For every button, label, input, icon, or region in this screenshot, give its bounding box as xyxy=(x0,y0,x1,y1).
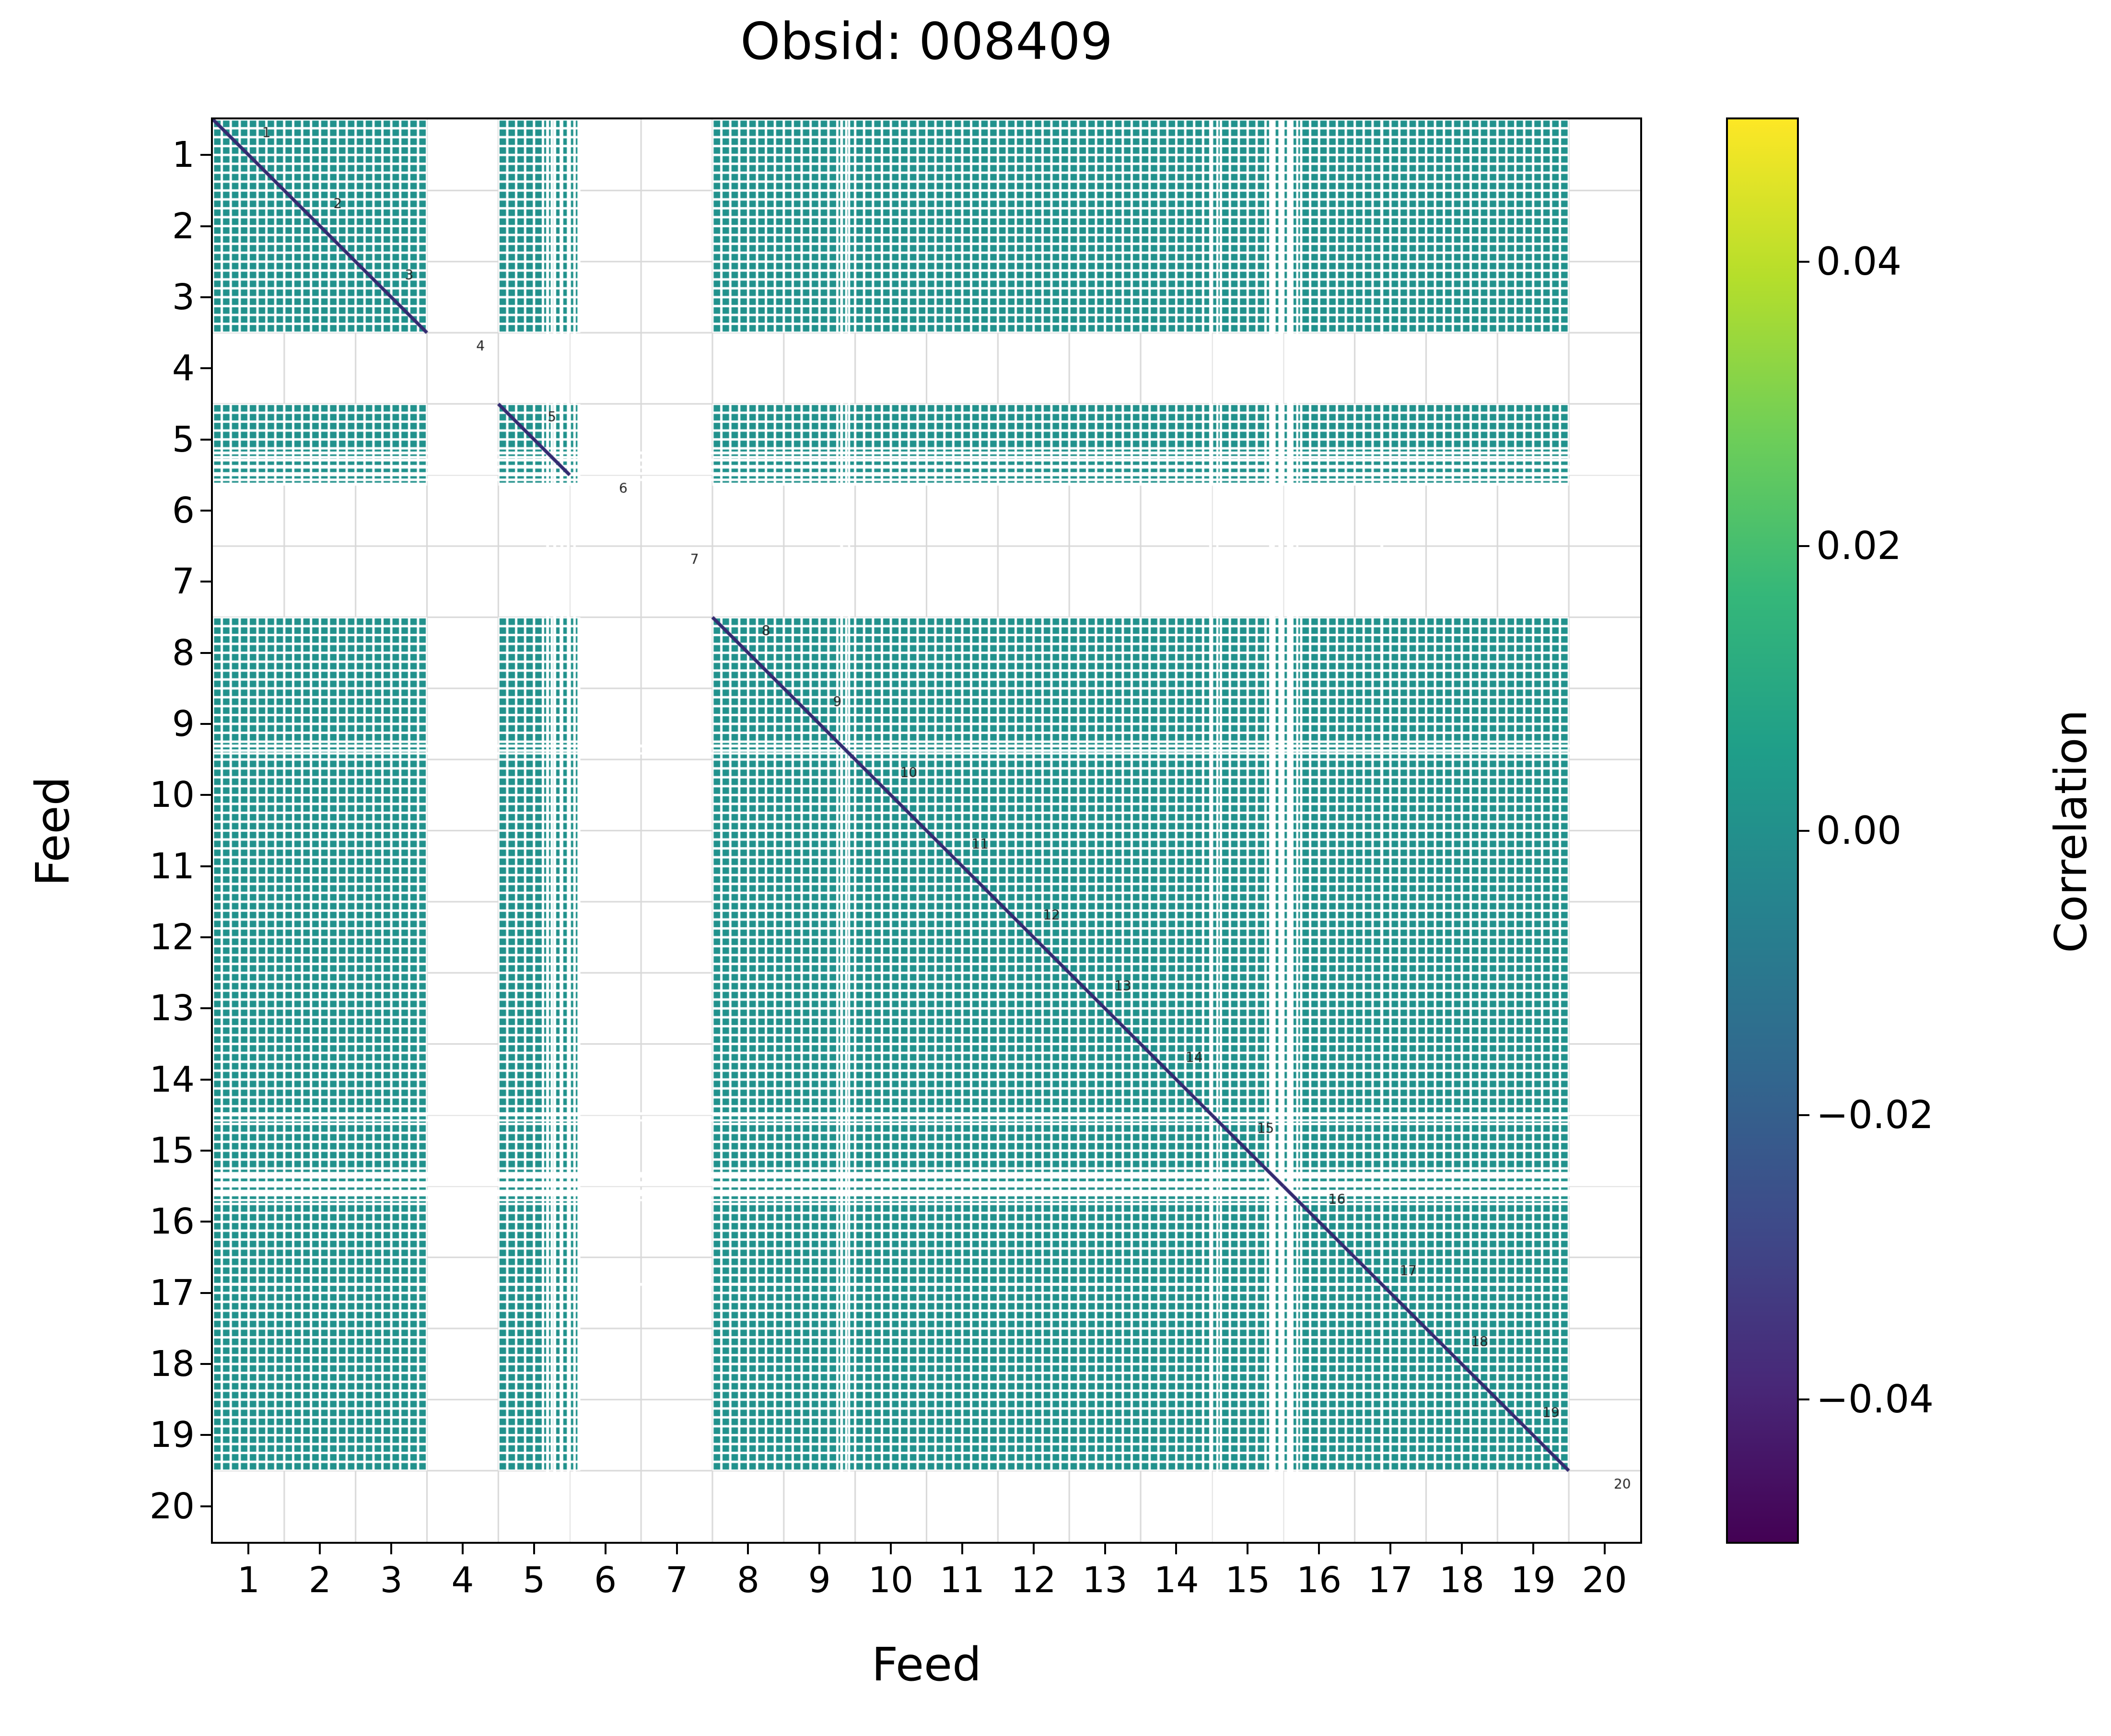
x-tick-mark xyxy=(1247,1544,1249,1554)
x-tick-mark xyxy=(818,1544,821,1554)
y-tick-label: 7 xyxy=(172,561,195,603)
x-tick-mark xyxy=(1460,1544,1463,1554)
x-tick-label: 19 xyxy=(1510,1560,1556,1601)
x-tick-mark xyxy=(1175,1544,1178,1554)
x-tick-label: 1 xyxy=(237,1560,260,1601)
heatmap-canvas xyxy=(213,119,1640,1542)
y-tick-label: 13 xyxy=(149,988,195,1029)
x-tick-mark xyxy=(676,1544,678,1554)
y-tick-label: 3 xyxy=(172,276,195,318)
y-tick-mark xyxy=(200,722,211,725)
x-tick-label: 11 xyxy=(939,1560,985,1601)
colorbar-label: Correlation xyxy=(2045,710,2097,953)
colorbar-tick-mark xyxy=(1799,545,1809,548)
x-tick-mark xyxy=(461,1544,464,1554)
x-tick-mark xyxy=(1389,1544,1392,1554)
y-tick-mark xyxy=(200,509,211,512)
colorbar-tick-mark xyxy=(1799,829,1809,832)
colorbar-tick-mark xyxy=(1799,260,1809,263)
y-tick-label: 12 xyxy=(149,917,195,958)
colorbar-tick-label: −0.04 xyxy=(1816,1377,1934,1422)
y-tick-label: 18 xyxy=(149,1343,195,1385)
x-tick-label: 7 xyxy=(665,1560,688,1601)
y-tick-mark xyxy=(200,1007,211,1010)
y-tick-mark xyxy=(200,296,211,298)
colorbar-tick-label: 0.02 xyxy=(1816,524,1902,569)
x-tick-label: 3 xyxy=(380,1560,403,1601)
y-tick-label: 9 xyxy=(172,703,195,745)
x-tick-label: 12 xyxy=(1011,1560,1056,1601)
y-tick-label: 10 xyxy=(149,774,195,816)
x-axis-label: Feed xyxy=(871,1638,982,1691)
y-tick-label: 20 xyxy=(149,1485,195,1527)
x-tick-label: 17 xyxy=(1367,1560,1413,1601)
x-tick-mark xyxy=(247,1544,250,1554)
y-tick-mark xyxy=(200,1292,211,1294)
y-tick-mark xyxy=(200,1363,211,1365)
x-tick-label: 10 xyxy=(868,1560,914,1601)
y-tick-label: 16 xyxy=(149,1201,195,1243)
colorbar-tick-label: −0.02 xyxy=(1816,1092,1934,1137)
x-tick-label: 8 xyxy=(736,1560,759,1601)
x-tick-label: 13 xyxy=(1082,1560,1128,1601)
y-tick-mark xyxy=(200,1150,211,1152)
colorbar-tick-label: 0.00 xyxy=(1816,808,1902,853)
x-tick-label: 20 xyxy=(1582,1560,1627,1601)
y-tick-mark xyxy=(200,1221,211,1223)
y-tick-mark xyxy=(200,367,211,370)
y-tick-mark xyxy=(200,652,211,654)
y-tick-mark xyxy=(200,794,211,796)
y-tick-mark xyxy=(200,1434,211,1436)
x-tick-label: 16 xyxy=(1296,1560,1342,1601)
x-tick-mark xyxy=(747,1544,749,1554)
x-tick-mark xyxy=(533,1544,535,1554)
y-tick-label: 8 xyxy=(172,632,195,674)
y-tick-mark xyxy=(200,1505,211,1507)
y-tick-mark xyxy=(200,936,211,939)
x-tick-mark xyxy=(890,1544,892,1554)
y-axis-label: Feed xyxy=(26,776,80,886)
x-tick-label: 9 xyxy=(808,1560,831,1601)
y-tick-label: 4 xyxy=(172,348,195,389)
x-tick-mark xyxy=(1104,1544,1106,1554)
y-tick-mark xyxy=(200,581,211,583)
y-tick-label: 19 xyxy=(149,1414,195,1456)
x-tick-mark xyxy=(319,1544,321,1554)
x-tick-label: 15 xyxy=(1225,1560,1271,1601)
x-tick-mark xyxy=(1603,1544,1606,1554)
x-tick-label: 6 xyxy=(594,1560,617,1601)
y-tick-mark xyxy=(200,865,211,867)
y-tick-mark xyxy=(200,225,211,227)
y-tick-label: 1 xyxy=(172,134,195,176)
x-tick-label: 2 xyxy=(308,1560,331,1601)
colorbar-tick-label: 0.04 xyxy=(1816,239,1902,284)
y-tick-mark xyxy=(200,154,211,156)
y-tick-label: 2 xyxy=(172,205,195,247)
x-tick-mark xyxy=(1032,1544,1035,1554)
x-tick-label: 4 xyxy=(451,1560,474,1601)
y-tick-mark xyxy=(200,1078,211,1081)
plot-area xyxy=(211,117,1642,1544)
x-tick-mark xyxy=(1318,1544,1320,1554)
x-tick-mark xyxy=(1532,1544,1534,1554)
y-tick-label: 6 xyxy=(172,489,195,531)
colorbar-tick-mark xyxy=(1799,1114,1809,1116)
x-tick-label: 18 xyxy=(1439,1560,1484,1601)
colorbar-tick-mark xyxy=(1799,1398,1809,1401)
x-tick-label: 5 xyxy=(523,1560,546,1601)
x-tick-mark xyxy=(604,1544,606,1554)
y-tick-label: 11 xyxy=(149,845,195,887)
y-tick-label: 15 xyxy=(149,1130,195,1172)
y-tick-label: 14 xyxy=(149,1059,195,1100)
x-tick-mark xyxy=(961,1544,963,1554)
colorbar-gradient xyxy=(1726,117,1799,1544)
y-tick-label: 17 xyxy=(149,1272,195,1314)
x-tick-label: 14 xyxy=(1154,1560,1199,1601)
y-tick-label: 5 xyxy=(172,419,195,460)
x-tick-mark xyxy=(390,1544,393,1554)
y-tick-mark xyxy=(200,438,211,441)
chart-title: Obsid: 008409 xyxy=(740,12,1113,71)
